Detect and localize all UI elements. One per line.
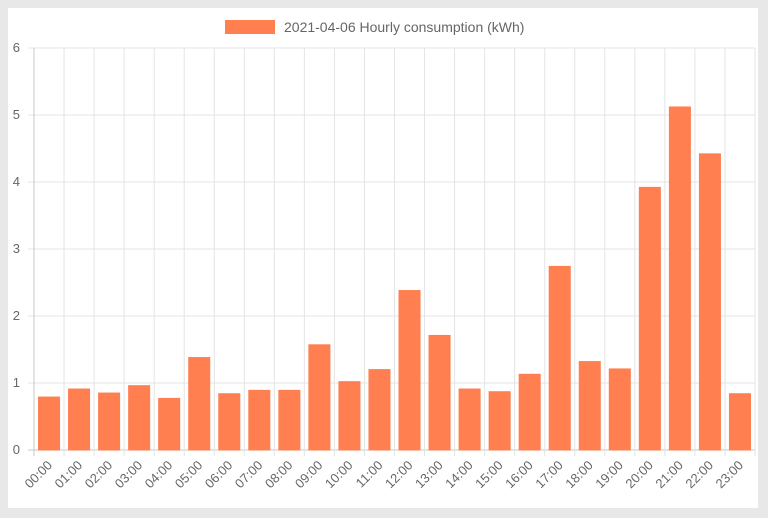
- legend-swatch[interactable]: [225, 20, 275, 34]
- bar-0700[interactable]: [248, 389, 271, 451]
- bar-1800[interactable]: [578, 361, 601, 451]
- x-tick-label: 04:00: [142, 458, 176, 492]
- bar-chart: 0 1 2 3 4 5 6 00:0001:0002:0003:0004:0005:0006…: [13, 19, 756, 492]
- x-axis: 00:0001:0002:0003:0004:0005:0006:0007:00…: [22, 458, 747, 492]
- x-tick-label: 21:00: [652, 458, 686, 492]
- bar-2000[interactable]: [638, 186, 661, 451]
- x-tick-label: 06:00: [202, 458, 236, 492]
- legend[interactable]: 2021-04-06 Hourly consumption (kWh): [225, 19, 524, 35]
- y-tick-label: 2: [13, 308, 20, 323]
- y-tick-label: 0: [13, 442, 20, 457]
- x-tick-label: 09:00: [292, 458, 326, 492]
- x-tick-label: 10:00: [322, 458, 356, 492]
- bar-0500[interactable]: [188, 357, 211, 451]
- x-tick-label: 19:00: [592, 458, 626, 492]
- bar-1200[interactable]: [398, 290, 421, 451]
- x-tick-label: 02:00: [82, 458, 116, 492]
- x-tick-label: 00:00: [22, 458, 56, 492]
- bars: [38, 106, 751, 451]
- x-tick-label: 05:00: [172, 458, 206, 492]
- y-tick-label: 4: [13, 174, 20, 189]
- x-tick-label: 03:00: [112, 458, 146, 492]
- bar-1400[interactable]: [458, 388, 481, 451]
- x-tick-label: 20:00: [622, 458, 656, 492]
- y-tick-label: 3: [13, 241, 20, 256]
- bar-0400[interactable]: [158, 397, 181, 451]
- bar-0200[interactable]: [98, 392, 121, 451]
- bar-0300[interactable]: [128, 385, 151, 451]
- grid-lines: [28, 47, 756, 456]
- y-tick-label: 6: [13, 40, 20, 55]
- bar-0000[interactable]: [38, 396, 61, 451]
- x-tick-label: 01:00: [52, 458, 86, 492]
- y-tick-label: 1: [13, 375, 20, 390]
- x-tick-label: 22:00: [682, 458, 716, 492]
- bar-0600[interactable]: [218, 393, 241, 451]
- x-tick-label: 18:00: [562, 458, 596, 492]
- bar-1300[interactable]: [428, 334, 451, 451]
- x-tick-label: 13:00: [412, 458, 446, 492]
- y-tick-label: 5: [13, 107, 20, 122]
- bar-1000[interactable]: [338, 381, 361, 451]
- x-tick-label: 16:00: [502, 458, 536, 492]
- x-tick-label: 07:00: [232, 458, 266, 492]
- bar-0900[interactable]: [308, 344, 331, 451]
- bar-2200[interactable]: [698, 153, 721, 451]
- y-axis: 0 1 2 3 4 5 6: [13, 40, 20, 457]
- x-tick-label: 23:00: [712, 458, 746, 492]
- x-tick-label: 15:00: [472, 458, 506, 492]
- x-tick-label: 17:00: [532, 458, 566, 492]
- x-tick-label: 11:00: [353, 458, 386, 491]
- bar-1500[interactable]: [488, 391, 511, 451]
- bar-0800[interactable]: [278, 389, 301, 451]
- x-tick-label: 12:00: [382, 458, 416, 492]
- bar-1900[interactable]: [608, 368, 631, 451]
- x-tick-label: 14:00: [442, 458, 476, 492]
- chart-card: 0 1 2 3 4 5 6 00:00 01:00 02:00 03:00 04:00 05:00 06…: [8, 8, 758, 508]
- bar-1700[interactable]: [548, 265, 571, 451]
- bar-2100[interactable]: [668, 106, 691, 451]
- x-tick-label: 08:00: [262, 458, 296, 492]
- bar-1100[interactable]: [368, 369, 391, 451]
- bar-2300[interactable]: [728, 393, 751, 451]
- bar-0100[interactable]: [68, 388, 91, 451]
- legend-label[interactable]: 2021-04-06 Hourly consumption (kWh): [284, 19, 524, 35]
- bar-1600[interactable]: [518, 373, 541, 451]
